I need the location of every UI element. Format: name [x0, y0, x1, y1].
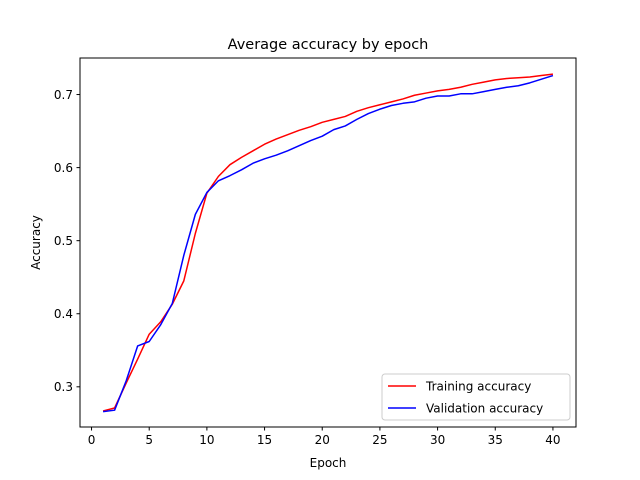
x-axis-label: Epoch	[310, 456, 347, 470]
x-tick-label: 0	[88, 433, 96, 447]
legend-label-training: Training accuracy	[425, 380, 531, 394]
y-tick-label: 0.3	[54, 380, 73, 394]
legend: Training accuracy Validation accuracy	[381, 373, 571, 421]
x-tick-label: 35	[488, 433, 503, 447]
series-line-0	[102, 73, 554, 412]
x-tick-label: 10	[199, 433, 214, 447]
chart-title: Average accuracy by epoch	[228, 37, 429, 53]
x-axis-ticks: 0 5 10 15 20 25 30 35 40	[88, 427, 561, 447]
series-line-1	[102, 74, 554, 413]
x-tick-label: 5	[145, 433, 153, 447]
y-tick-label: 0.4	[54, 307, 73, 321]
x-tick-label: 15	[257, 433, 272, 447]
y-tick-label: 0.6	[54, 161, 73, 175]
x-tick-label: 40	[545, 433, 560, 447]
series-lines	[102, 73, 554, 413]
x-tick-label: 20	[315, 433, 330, 447]
y-axis-ticks: 0.3 0.4 0.5 0.6 0.7	[54, 88, 80, 394]
legend-box	[381, 373, 571, 421]
x-tick-label: 25	[372, 433, 387, 447]
legend-label-validation: Validation accuracy	[426, 402, 543, 416]
y-axis-label: Accuracy	[29, 215, 43, 270]
x-tick-label: 30	[430, 433, 445, 447]
y-tick-label: 0.7	[54, 88, 73, 102]
y-tick-label: 0.5	[54, 234, 73, 248]
plot-frame	[79, 57, 577, 428]
